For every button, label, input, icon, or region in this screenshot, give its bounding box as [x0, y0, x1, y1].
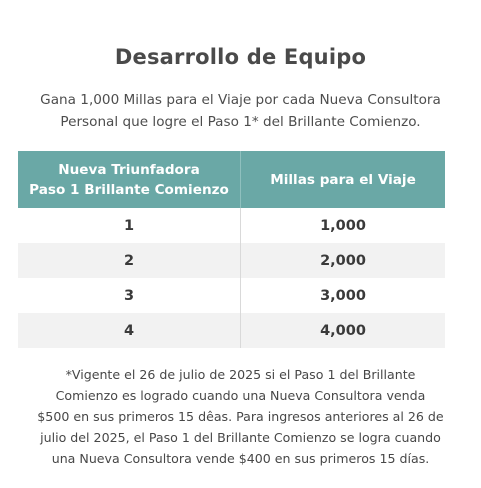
- header-new-achiever-line-1: Nueva Triunfadora: [58, 161, 200, 178]
- row-miles: 1,000: [240, 208, 445, 243]
- page-title: Desarrollo de Equipo: [114, 45, 367, 69]
- miles-table: Nueva Triunfadora Paso 1 Brillante Comie…: [18, 151, 445, 348]
- footnote: *Vigente el 26 de julio de 2025 si el Pa…: [0, 364, 481, 469]
- row-miles: 4,000: [240, 313, 445, 348]
- footnote-line-4: julio del 2025, el Paso 1 del Brillante …: [40, 430, 441, 445]
- row-count: 2: [18, 243, 241, 278]
- table-row: 2 2,000: [18, 243, 445, 278]
- row-count: 1: [123, 217, 135, 234]
- row-miles: 3,000: [240, 278, 445, 313]
- footnote-line-1: *Vigente el 26 de julio de 2025 si el Pa…: [65, 367, 416, 382]
- subtitle-line-2: Personal que logre el Paso 1* del Brilla…: [60, 114, 421, 130]
- footnote-line-3: $500 en sus primeros 15 dêas. Para ingre…: [37, 409, 444, 424]
- table-row: 4 4,000: [18, 313, 445, 348]
- header-new-achiever: Nueva Triunfadora Paso 1 Brillante Comie…: [18, 151, 241, 208]
- table-header-row: Nueva Triunfadora Paso 1 Brillante Comie…: [18, 151, 445, 208]
- row-miles: 2,000: [240, 243, 445, 278]
- footnote-line-2: Comienzo es logrado cuando una Nueva Con…: [55, 388, 426, 403]
- row-count: 4: [18, 313, 241, 348]
- footnote-line-5: una Nueva Consultora vende $400 en sus p…: [51, 451, 430, 466]
- subtitle: Gana 1,000 Millas para el Viaje por cada…: [0, 89, 481, 133]
- row-count: 3: [123, 287, 135, 304]
- table-row: 3 3,000: [18, 278, 445, 313]
- subtitle-line-1: Gana 1,000 Millas para el Viaje por cada…: [40, 92, 441, 108]
- table-row: 1 1,000: [18, 208, 445, 243]
- header-trip-miles: Millas para el Viaje: [240, 151, 445, 208]
- header-new-achiever-line-2: Paso 1 Brillante Comienzo: [29, 181, 229, 198]
